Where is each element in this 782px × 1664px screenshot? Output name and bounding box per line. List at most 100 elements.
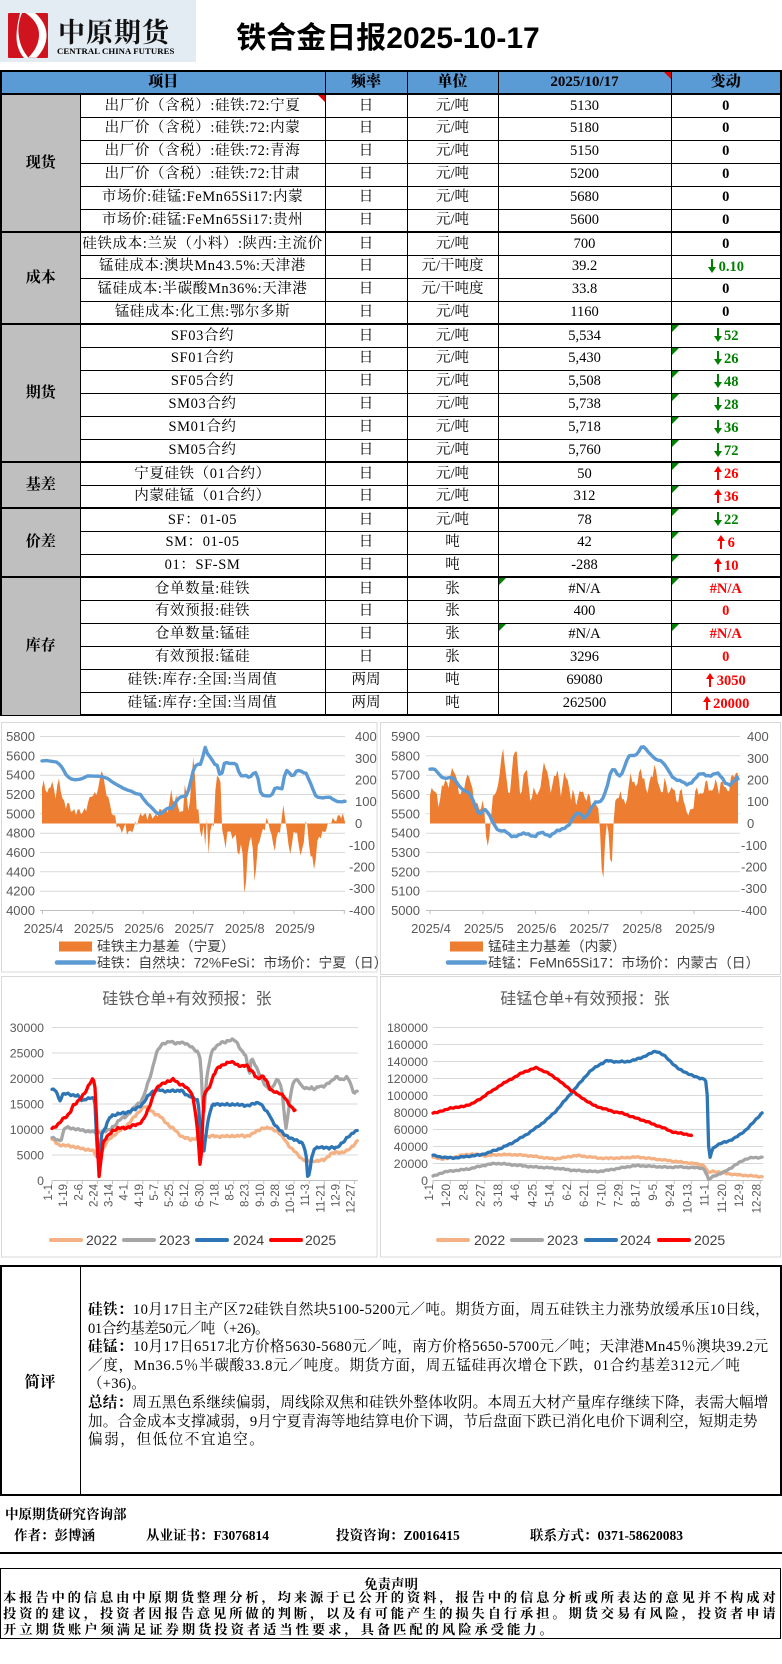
svg-text:80000: 80000	[394, 1106, 428, 1120]
svg-text:2025/6: 2025/6	[517, 921, 557, 936]
svg-text:-300: -300	[349, 881, 375, 896]
svg-text:5700: 5700	[391, 768, 420, 783]
svg-text:-400: -400	[741, 903, 767, 918]
svg-text:400: 400	[747, 729, 769, 744]
svg-text:11-20: 11-20	[717, 1184, 729, 1213]
svg-text:2025/9: 2025/9	[675, 921, 715, 936]
svg-text:120000: 120000	[387, 1072, 428, 1086]
svg-text:5800: 5800	[6, 729, 35, 744]
svg-text:2025/8: 2025/8	[225, 921, 265, 936]
svg-text:5300: 5300	[391, 845, 420, 860]
svg-text:15000: 15000	[10, 1098, 44, 1112]
svg-text:180000: 180000	[387, 1021, 428, 1035]
svg-text:5000: 5000	[17, 1149, 45, 1163]
svg-text:0: 0	[421, 1174, 428, 1188]
svg-text:5600: 5600	[391, 787, 420, 802]
svg-text:硅锰仓单+有效预报：张: 硅锰仓单+有效预报：张	[500, 990, 669, 1008]
svg-text:5200: 5200	[6, 787, 35, 802]
svg-text:2025/8: 2025/8	[622, 921, 662, 936]
svg-text:9-28: 9-28	[270, 1184, 282, 1207]
svg-text:5200: 5200	[391, 864, 420, 879]
svg-text:-400: -400	[349, 903, 375, 918]
svg-text:2024: 2024	[620, 1232, 651, 1248]
svg-text:8-5: 8-5	[225, 1184, 237, 1201]
svg-text:7-29: 7-29	[614, 1184, 626, 1207]
svg-text:2-8: 2-8	[459, 1184, 471, 1201]
svg-text:5400: 5400	[6, 768, 35, 783]
svg-text:2024: 2024	[233, 1232, 264, 1248]
svg-text:140000: 140000	[387, 1055, 428, 1069]
svg-text:4-6: 4-6	[510, 1184, 522, 1201]
svg-text:2025: 2025	[694, 1232, 725, 1248]
svg-text:5-7: 5-7	[149, 1184, 161, 1201]
svg-text:5400: 5400	[391, 826, 420, 841]
svg-text:3-14: 3-14	[104, 1183, 116, 1207]
svg-text:6-2: 6-2	[562, 1184, 574, 1201]
svg-text:1-20: 1-20	[441, 1184, 453, 1207]
svg-text:12-28: 12-28	[751, 1184, 763, 1213]
svg-text:-300: -300	[741, 881, 767, 896]
svg-text:锰硅主力基差（内蒙）: 锰硅主力基差（内蒙）	[488, 938, 626, 954]
svg-text:1-19: 1-19	[58, 1184, 70, 1207]
svg-text:2023: 2023	[159, 1232, 190, 1248]
svg-text:100: 100	[355, 794, 377, 809]
svg-text:1-1: 1-1	[424, 1184, 436, 1201]
svg-text:100000: 100000	[387, 1089, 428, 1103]
svg-text:8-17: 8-17	[631, 1184, 643, 1207]
svg-text:3-18: 3-18	[493, 1184, 505, 1207]
svg-text:12-27: 12-27	[346, 1184, 358, 1213]
svg-text:4-1: 4-1	[119, 1184, 131, 1201]
svg-text:2022: 2022	[86, 1232, 117, 1248]
svg-text:300: 300	[355, 751, 377, 766]
svg-text:11-21: 11-21	[315, 1184, 327, 1213]
svg-text:11-3: 11-3	[300, 1184, 312, 1206]
svg-text:2025: 2025	[305, 1232, 336, 1248]
svg-text:20000: 20000	[394, 1157, 428, 1171]
svg-text:7-18: 7-18	[210, 1184, 222, 1207]
svg-text:400: 400	[355, 729, 377, 744]
svg-text:7-10: 7-10	[596, 1184, 608, 1207]
svg-text:2025/4: 2025/4	[411, 921, 451, 936]
svg-text:4-25: 4-25	[527, 1184, 539, 1207]
svg-text:2025/5: 2025/5	[74, 921, 114, 936]
svg-text:2025/4: 2025/4	[24, 921, 64, 936]
svg-text:2025/7: 2025/7	[175, 921, 215, 936]
svg-text:10000: 10000	[10, 1123, 44, 1137]
svg-text:2-24: 2-24	[88, 1183, 100, 1207]
svg-text:0: 0	[355, 816, 362, 831]
svg-text:5-14: 5-14	[545, 1183, 557, 1207]
svg-text:200: 200	[355, 773, 377, 788]
svg-text:25000: 25000	[10, 1047, 44, 1061]
svg-text:0: 0	[747, 816, 754, 831]
svg-text:-200: -200	[741, 860, 767, 875]
svg-text:2025/5: 2025/5	[464, 921, 504, 936]
svg-text:6-12: 6-12	[179, 1184, 191, 1207]
svg-text:5600: 5600	[6, 748, 35, 763]
svg-text:6-21: 6-21	[579, 1184, 591, 1207]
svg-text:2-27: 2-27	[476, 1184, 488, 1207]
svg-text:5800: 5800	[391, 748, 420, 763]
svg-text:8-23: 8-23	[240, 1184, 252, 1207]
svg-text:300: 300	[747, 751, 769, 766]
svg-text:5000: 5000	[391, 903, 420, 918]
svg-text:5500: 5500	[391, 806, 420, 821]
svg-text:2025/7: 2025/7	[570, 921, 610, 936]
svg-text:硅铁仓单+有效预报：张: 硅铁仓单+有效预报：张	[102, 990, 271, 1008]
svg-text:9-24: 9-24	[665, 1183, 677, 1207]
svg-text:5900: 5900	[391, 729, 420, 744]
svg-text:硅锰：FeMn65Si17：市场价：内蒙古（日）: 硅锰：FeMn65Si17：市场价：内蒙古（日）	[488, 955, 759, 971]
svg-text:40000: 40000	[394, 1140, 428, 1154]
svg-text:2023: 2023	[547, 1232, 578, 1248]
svg-text:11-1: 11-1	[700, 1184, 712, 1206]
svg-text:200: 200	[747, 773, 769, 788]
svg-text:5100: 5100	[391, 884, 420, 899]
svg-text:6-30: 6-30	[194, 1184, 206, 1207]
svg-text:4000: 4000	[6, 903, 35, 918]
svg-text:30000: 30000	[10, 1021, 44, 1035]
svg-text:4600: 4600	[6, 845, 35, 860]
svg-text:20000: 20000	[10, 1072, 44, 1086]
svg-text:硅铁：自然块：72%FeSi：市场价：宁夏（日）: 硅铁：自然块：72%FeSi：市场价：宁夏（日）	[97, 955, 388, 971]
svg-text:2022: 2022	[474, 1232, 505, 1248]
svg-text:硅铁主力基差（宁夏）: 硅铁主力基差（宁夏）	[97, 938, 235, 954]
svg-text:5000: 5000	[6, 806, 35, 821]
